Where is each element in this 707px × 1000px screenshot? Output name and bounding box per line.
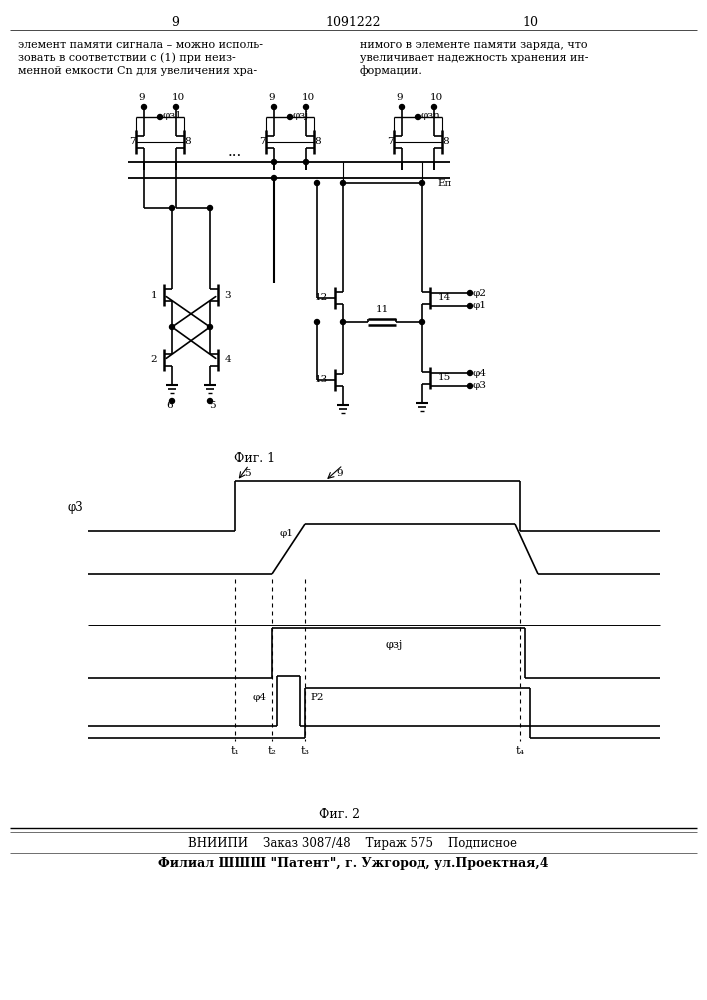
Text: φз1: φз1 bbox=[163, 111, 182, 120]
Text: 15: 15 bbox=[438, 373, 450, 382]
Text: 4: 4 bbox=[225, 356, 231, 364]
Text: 5: 5 bbox=[244, 468, 250, 478]
Text: φ2: φ2 bbox=[473, 288, 487, 298]
Text: ВНИИПИ    Заказ 3087/48    Тираж 575    Подписное: ВНИИПИ Заказ 3087/48 Тираж 575 Подписное bbox=[189, 836, 518, 850]
Text: 1: 1 bbox=[151, 290, 158, 300]
Circle shape bbox=[419, 320, 424, 324]
Text: зовать в соответствии с (1) при неиз-: зовать в соответствии с (1) при неиз- bbox=[18, 53, 235, 63]
Circle shape bbox=[467, 290, 472, 296]
Text: φзj: φзj bbox=[385, 640, 403, 650]
Text: 12: 12 bbox=[315, 294, 327, 302]
Text: 9: 9 bbox=[397, 93, 403, 102]
Text: t₃: t₃ bbox=[300, 746, 310, 756]
Text: 3: 3 bbox=[225, 290, 231, 300]
Circle shape bbox=[416, 114, 421, 119]
Text: φ1: φ1 bbox=[280, 530, 294, 538]
Circle shape bbox=[288, 114, 293, 119]
Circle shape bbox=[271, 104, 276, 109]
Text: 6: 6 bbox=[167, 400, 173, 410]
Text: нимого в элементе памяти заряда, что: нимого в элементе памяти заряда, что bbox=[360, 40, 588, 50]
Text: Фиг. 1: Фиг. 1 bbox=[235, 452, 276, 464]
Text: 9: 9 bbox=[171, 15, 179, 28]
Circle shape bbox=[207, 324, 213, 330]
Circle shape bbox=[467, 304, 472, 308]
Text: элемент памяти сигнала – можно исполь-: элемент памяти сигнала – можно исполь- bbox=[18, 40, 263, 50]
Text: 9: 9 bbox=[269, 93, 275, 102]
Text: t₄: t₄ bbox=[515, 746, 525, 756]
Text: φ1: φ1 bbox=[473, 302, 487, 310]
Circle shape bbox=[341, 320, 346, 324]
Circle shape bbox=[315, 180, 320, 186]
Text: 7: 7 bbox=[129, 137, 135, 146]
Text: Фиг. 2: Фиг. 2 bbox=[320, 808, 361, 822]
Text: φзj: φзj bbox=[293, 111, 309, 120]
Text: 8: 8 bbox=[315, 137, 321, 146]
Text: t₂: t₂ bbox=[267, 746, 276, 756]
Text: 5: 5 bbox=[209, 400, 216, 410]
Text: менной емкости Cn для увеличения хра-: менной емкости Cn для увеличения хра- bbox=[18, 66, 257, 76]
Text: 8: 8 bbox=[443, 137, 450, 146]
Circle shape bbox=[467, 370, 472, 375]
Text: 13: 13 bbox=[315, 375, 327, 384]
Circle shape bbox=[271, 159, 276, 164]
Circle shape bbox=[158, 114, 163, 119]
Circle shape bbox=[207, 398, 213, 403]
Text: φ3: φ3 bbox=[473, 381, 487, 390]
Text: Филиал ШШШ "Патент", г. Ужгород, ул.Проектная,4: Филиал ШШШ "Патент", г. Ужгород, ул.Прое… bbox=[158, 856, 548, 869]
Text: 1091222: 1091222 bbox=[325, 15, 381, 28]
Text: 9: 9 bbox=[139, 93, 146, 102]
Text: φ3: φ3 bbox=[67, 502, 83, 514]
Text: формации.: формации. bbox=[360, 66, 423, 76]
Circle shape bbox=[170, 398, 175, 403]
Text: 2: 2 bbox=[151, 356, 158, 364]
Circle shape bbox=[173, 104, 178, 109]
Text: 10: 10 bbox=[429, 93, 443, 102]
Circle shape bbox=[141, 104, 146, 109]
Text: φ4: φ4 bbox=[253, 694, 267, 702]
Circle shape bbox=[431, 104, 436, 109]
Text: Р2: Р2 bbox=[310, 694, 324, 702]
Circle shape bbox=[170, 324, 175, 330]
Circle shape bbox=[315, 320, 320, 324]
Circle shape bbox=[341, 180, 346, 186]
Text: увеличивает надежность хранения ин-: увеличивает надежность хранения ин- bbox=[360, 53, 588, 63]
Text: t₁: t₁ bbox=[230, 746, 240, 756]
Text: 10: 10 bbox=[301, 93, 315, 102]
Circle shape bbox=[271, 176, 276, 180]
Circle shape bbox=[170, 206, 175, 211]
Circle shape bbox=[207, 206, 213, 211]
Circle shape bbox=[303, 104, 308, 109]
Text: ...: ... bbox=[228, 145, 242, 159]
Circle shape bbox=[303, 159, 308, 164]
Text: 10: 10 bbox=[522, 15, 538, 28]
Text: 7: 7 bbox=[387, 137, 393, 146]
Text: 14: 14 bbox=[438, 294, 450, 302]
Text: 7: 7 bbox=[259, 137, 265, 146]
Text: 8: 8 bbox=[185, 137, 192, 146]
Text: φ4: φ4 bbox=[473, 368, 487, 377]
Text: φзn: φзn bbox=[421, 111, 440, 120]
Text: 9: 9 bbox=[337, 468, 344, 478]
Circle shape bbox=[399, 104, 404, 109]
Circle shape bbox=[467, 383, 472, 388]
Text: 11: 11 bbox=[375, 306, 389, 314]
Text: Eп: Eп bbox=[437, 178, 451, 188]
Text: 10: 10 bbox=[171, 93, 185, 102]
Circle shape bbox=[419, 180, 424, 186]
